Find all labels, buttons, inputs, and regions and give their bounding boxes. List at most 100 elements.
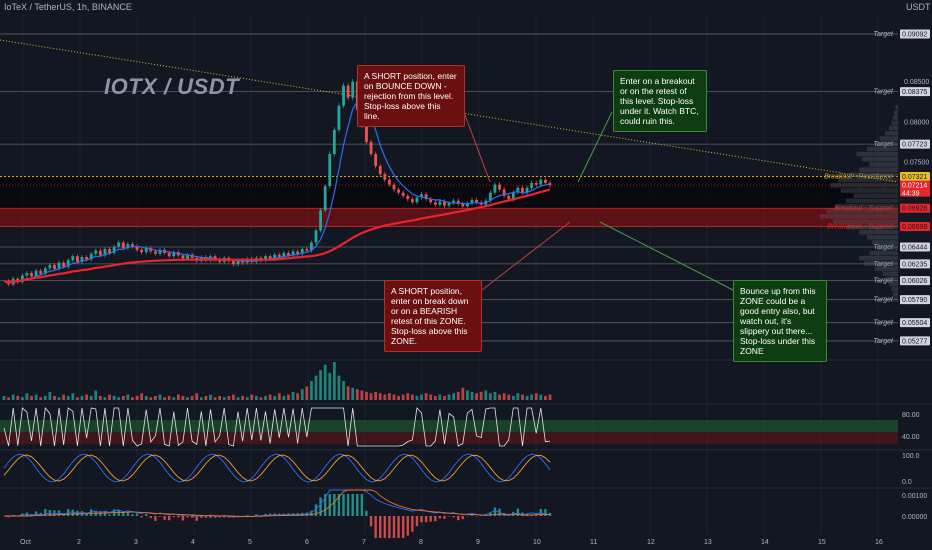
volume-bar — [433, 395, 437, 400]
time-tick-label: 15 — [818, 539, 826, 546]
price-tag: 0.06926 — [902, 206, 927, 213]
level-label: Target — [873, 244, 894, 251]
macd-hist-bar — [314, 504, 318, 516]
volume-bar — [163, 397, 166, 400]
price-tag-bg — [900, 139, 930, 149]
candle-body — [236, 260, 240, 265]
volume-bar — [268, 394, 272, 400]
candle-body — [273, 254, 277, 259]
volume-profile-bar — [877, 245, 898, 250]
volume-bar — [383, 394, 387, 400]
volume-profile-bar — [864, 261, 898, 266]
volume-bar — [296, 393, 300, 400]
volume-bar — [355, 389, 359, 400]
candle-body — [80, 257, 84, 262]
candle-body — [525, 187, 529, 193]
volume-bar — [158, 394, 162, 400]
candle-body — [314, 230, 318, 243]
macd-hist-bar — [374, 516, 377, 538]
price-tag: 0.06235 — [902, 261, 927, 268]
moving-averages — [3, 100, 551, 284]
macd-pane: 0.00100 0.00000 — [3, 489, 927, 538]
volume-bar — [53, 395, 56, 400]
macd-hist-bar — [461, 516, 465, 520]
volume-profile-bar — [846, 198, 898, 204]
macd-hist-bar — [71, 509, 75, 516]
volume-bar — [507, 394, 511, 400]
volume-bar — [388, 393, 391, 400]
volume-bar — [493, 391, 497, 400]
volume-profile-bar — [830, 183, 898, 188]
volume-profile-bar — [840, 188, 898, 193]
stoch-k-line — [3, 453, 551, 483]
volume-bar — [277, 393, 281, 400]
candle-body — [34, 270, 38, 277]
symbol-header: IoTeX / TetherUS, 1h, BINANCE — [4, 2, 132, 12]
macd-hist-bar — [200, 516, 203, 518]
note-long-breakout: Enter on a breakout or on the retest of … — [613, 70, 707, 132]
macd-hist-bar — [223, 516, 226, 518]
candle-body — [461, 203, 465, 207]
candle-body — [16, 278, 20, 282]
time-axis: Oct 2 3 4 5 6 7 8 9 10 11 12 13 14 15 16 — [20, 539, 883, 546]
candle-body — [305, 248, 309, 251]
volume-bar — [392, 394, 396, 400]
macd-hist-bar — [530, 515, 533, 516]
macd-hist-bar — [369, 516, 373, 527]
volume-bar — [241, 395, 244, 400]
candle-body — [135, 246, 139, 250]
macd-hist-bar — [346, 494, 350, 516]
volume-profile — [820, 105, 898, 302]
macd-line — [3, 489, 551, 518]
volume-profile-bar — [826, 209, 898, 214]
volume-bar — [479, 391, 483, 400]
macd-hist-bar — [53, 510, 56, 516]
time-tick-label: 12 — [647, 539, 655, 546]
price-tag-bg — [900, 87, 930, 97]
candle-body — [186, 254, 189, 259]
volume-bar — [374, 391, 378, 400]
volume-bar — [89, 395, 93, 400]
candle-body — [406, 195, 410, 200]
volume-bar — [360, 390, 364, 400]
time-tick-label: 14 — [761, 539, 769, 546]
rsi-axis-label: 40.00 — [902, 434, 920, 441]
note-short-breakdown: A SHORT position, enter on break down or… — [384, 280, 482, 352]
note-pointer — [577, 111, 613, 183]
time-tick-label: 13 — [704, 539, 712, 546]
volume-profile-bar — [859, 167, 898, 172]
candle-body — [53, 265, 56, 270]
volume-bar — [397, 395, 400, 400]
level-label: Target — [873, 261, 894, 268]
candle-body — [346, 85, 350, 98]
candle-body — [365, 125, 368, 142]
candle-body — [172, 252, 176, 257]
volume-bar — [140, 393, 144, 400]
volume-bar — [94, 390, 98, 400]
price-axis-label: 0.07500 — [904, 160, 929, 167]
macd-hist-bar — [108, 514, 111, 516]
price-tag: 0.05790 — [902, 297, 927, 304]
volume-bar — [126, 394, 130, 400]
price-tag-bg — [900, 203, 930, 213]
candle-body — [438, 201, 442, 205]
volume-bar — [332, 362, 336, 400]
price-tag-bg — [900, 222, 930, 232]
candle-body — [433, 202, 437, 205]
currency-label: USDT — [906, 2, 931, 12]
price-tag-bg — [900, 318, 930, 328]
volume-bar — [222, 397, 226, 400]
macd-hist-bar — [268, 513, 272, 516]
macd-hist-bar — [278, 513, 281, 516]
macd-hist-bar — [438, 516, 442, 519]
macd-hist-bar — [195, 516, 198, 521]
volume-bar — [121, 395, 125, 400]
volume-profile-bar — [891, 120, 898, 126]
volume-profile-bar — [869, 250, 898, 256]
note-pointer — [599, 221, 734, 291]
note-short-bounce: A SHORT position, enter on BOUNCE DOWN -… — [357, 65, 465, 127]
candle-body — [466, 203, 469, 207]
macd-hist-bar — [89, 509, 93, 516]
volume-profile-bar — [848, 172, 898, 178]
price-tag: 0.07321 — [902, 174, 927, 181]
